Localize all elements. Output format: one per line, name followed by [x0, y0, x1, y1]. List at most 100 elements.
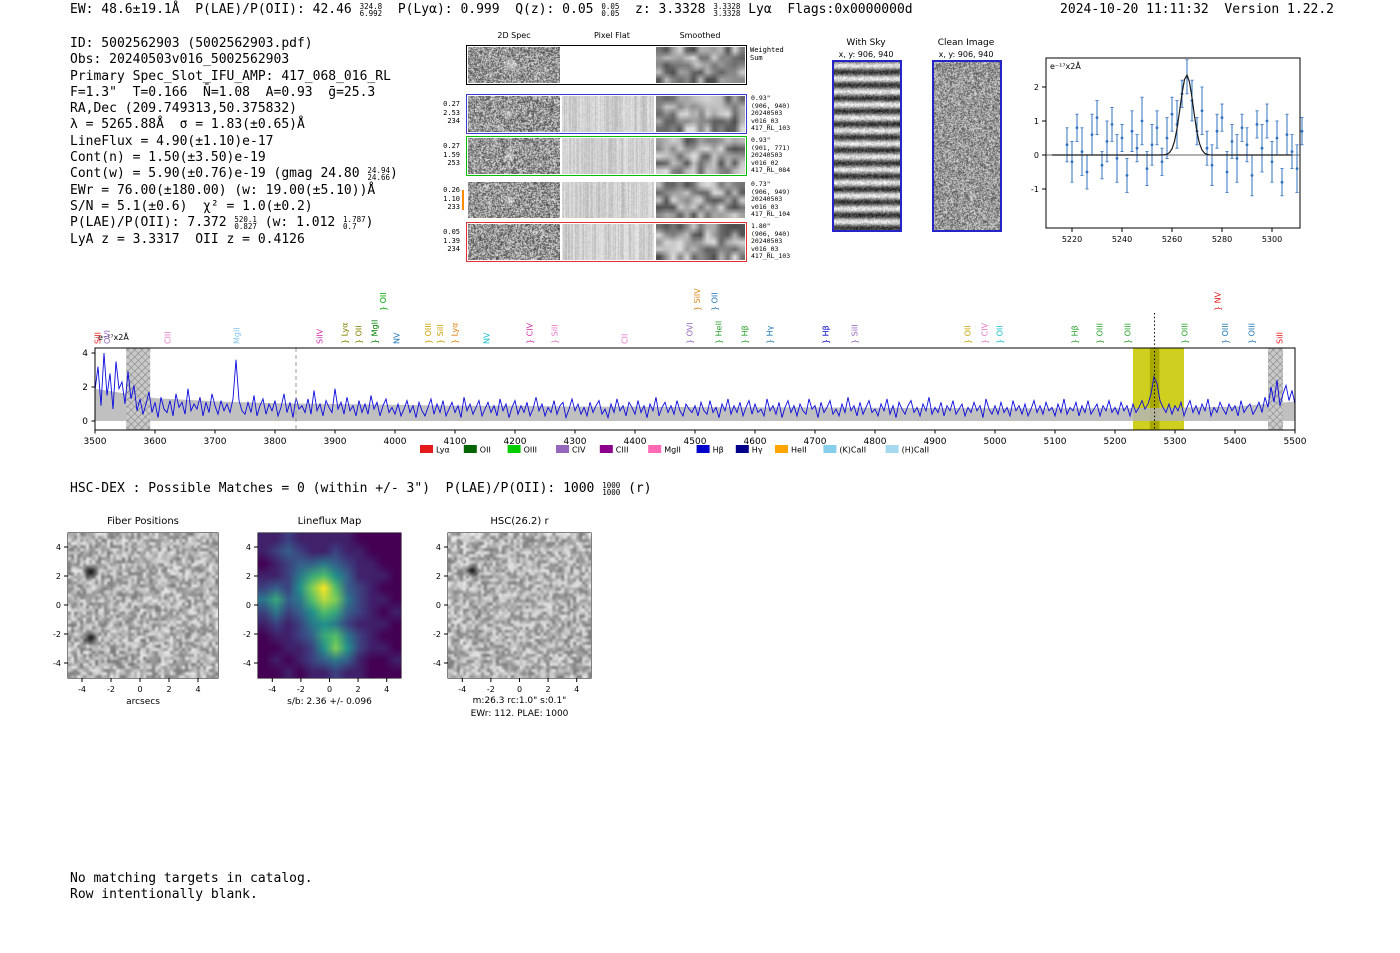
zoom-ytick-label: 0: [1034, 151, 1039, 160]
emission-line-label: NV: [482, 332, 491, 344]
panel-xtick-label: 0: [327, 685, 332, 694]
zoom-data-point: [1100, 163, 1104, 167]
spec2d-row-border-2: [466, 136, 747, 176]
zoom-data-point: [1170, 112, 1174, 116]
col-title-smoothed: Smoothed: [679, 31, 721, 40]
spectrum-xtick-label: 4600: [744, 437, 767, 447]
zoom-data-point: [1300, 129, 1304, 133]
zoom-ytick-label: 2: [1034, 83, 1039, 92]
emission-line-label: } OII: [964, 325, 973, 344]
panel-ytick-label: -4: [243, 659, 251, 668]
row2-2dspec-canvas: [468, 138, 560, 174]
zoom-data-point: [1070, 160, 1074, 164]
text-segment: S/N = 5.1(±0.6) χ² = 1.0(±0.2): [70, 198, 313, 214]
text-segment: ID: 5002562903 (5002562903.pdf): [70, 36, 313, 51]
emission-line-label: } Lyα: [341, 323, 350, 344]
spectrum-xtick-label: 3800: [264, 437, 287, 447]
spectrum-xtick-label: 4700: [804, 437, 827, 447]
spectrum-xtick-label: 5300: [1164, 437, 1187, 447]
spectrum-xtick-label: 3900: [324, 437, 347, 447]
info-line-4: F=1.3" T=0.166 N̄=1.08 A=0.93 ḡ=25.3: [70, 85, 398, 101]
legend-swatch: [463, 445, 477, 453]
emission-line-label: } SiII: [851, 324, 860, 344]
text-segment: F=1.3" T=0.166 N̄=1.08 A=0.93 ḡ=25.3: [70, 84, 376, 100]
zoom-data-point: [1115, 157, 1119, 160]
spectrum-xtick-label: 4000: [384, 437, 407, 447]
zoom-data-point: [1090, 133, 1094, 136]
with-sky-title: With Sky: [846, 38, 886, 48]
text-segment: ): [390, 166, 398, 182]
emission-line-label: } Hβ: [740, 325, 749, 344]
zoom-data-point: [1155, 126, 1159, 130]
panel-ytick-label: 0: [436, 601, 441, 610]
zoom-data-point: [1285, 133, 1289, 136]
text-segment: (r): [620, 481, 652, 496]
text-segment: (w: 1.012: [256, 215, 344, 231]
info-line-9: Cont(w) = 5.90(±0.76)e-19 (gmag 24.80 24…: [70, 166, 398, 182]
panel-xtick-label: -4: [78, 685, 86, 694]
zoom-data-point: [1085, 170, 1089, 174]
text-segment: λ = 5265.88Å σ = 1.83(±0.65)Å: [70, 117, 305, 133]
emission-line-label: } MgII: [371, 320, 380, 344]
emission-line-label: } HeII: [715, 321, 724, 344]
row3-pixelflat-canvas: [562, 182, 654, 218]
info-line-8: Cont(n) = 1.50(±3.50)e-19: [70, 150, 398, 166]
spectrum-ytick-label: 0: [82, 417, 88, 427]
emission-line-label: } OIII: [424, 323, 433, 344]
fiber-positions-canvas: [68, 533, 218, 678]
legend-label: (K)CaII: [839, 446, 866, 455]
zoom-data-point: [1135, 146, 1139, 150]
zoom-data-point: [1270, 160, 1274, 164]
emission-line-label: } SiIV: [693, 288, 702, 311]
zoom-ytick-label: -1: [1031, 185, 1039, 194]
panel-xtick-label: -2: [107, 685, 115, 694]
legend-swatch: [556, 445, 569, 453]
legend-label: MgII: [664, 446, 681, 455]
zoom-data-point: [1150, 143, 1154, 147]
panel-ytick-label: 4: [56, 543, 61, 552]
panel-xtick-label: 2: [546, 685, 551, 694]
legend-label: Hβ: [713, 446, 724, 455]
panel-xtick-label: 4: [384, 685, 389, 694]
row2-weights-label: 0.27 1.59 253: [443, 142, 460, 168]
info-line-2: Obs: 20240503v016_5002562903: [70, 52, 398, 68]
zoom-gaussian-fit: [1052, 73, 1292, 156]
row1-fiber-label: 0.93" (906, 940) 20240503 v016_03 417_RL…: [751, 94, 791, 133]
row3-2dspec-canvas: [468, 182, 560, 218]
emission-line-label: SiII: [94, 332, 103, 344]
legend-swatch: [507, 445, 521, 453]
spectrum-xtick-label: 3500: [84, 437, 107, 447]
row4-smoothed-canvas: [656, 224, 745, 260]
panel-xtick-label: -2: [487, 685, 495, 694]
zoom-axes-box: [1045, 57, 1301, 229]
arcsecs-xlabel: arcsecs: [126, 697, 160, 707]
panel-xtick-label: -2: [297, 685, 305, 694]
weighted-smoothed-canvas: [656, 47, 745, 83]
emission-line-label: } SiII: [436, 324, 445, 344]
row1-pixelflat-canvas: [562, 96, 654, 132]
sb-ratio-caption: s/b: 2.36 +/- 0.096: [287, 697, 372, 707]
spectrum-ylabel: e⁻¹⁷x2Å: [98, 331, 129, 342]
text-segment: LyA z = 3.3317 OII z = 0.4126: [70, 231, 305, 247]
detection-info-block: ID: 5002562903 (5002562903.pdf) Obs: 2024…: [70, 36, 398, 248]
zoom-data-point: [1110, 123, 1114, 126]
header-datetime: 2024-10-20 11:11:32: [1060, 2, 1209, 17]
sup-sub-value: 520.1 0.827: [234, 214, 257, 232]
text-segment: Cont(n) = 1.50(±3.50)e-19: [70, 150, 266, 166]
zoom-ylabel: e⁻¹⁷x2Å: [1050, 60, 1081, 71]
spectrum-xtick-label: 5000: [984, 437, 1007, 447]
emission-line-label: } CIV: [526, 322, 535, 344]
with-sky-border: [832, 60, 902, 232]
text-segment: P(LAE)/P(OII): 7.372: [70, 215, 235, 231]
row1-2dspec-canvas: [468, 96, 560, 132]
zoom-data-point: [1120, 136, 1124, 140]
legend-swatch: [420, 445, 433, 453]
panel-title: Fiber Positions: [107, 516, 179, 527]
emission-line-label: } Hβ: [1070, 325, 1079, 344]
spectrum-xtick-label: 4400: [624, 437, 647, 447]
sup-sub-value: 1.787 0.7: [343, 214, 366, 232]
full-spectrum-plot: 3500 3600 3700 3800 3900 4000 4100 4200 4300 4400…: [82, 288, 1307, 455]
spectrum-xtick-label: 5500: [1284, 437, 1307, 447]
info-line-5: RA,Dec (209.749313,50.375832): [70, 101, 398, 117]
